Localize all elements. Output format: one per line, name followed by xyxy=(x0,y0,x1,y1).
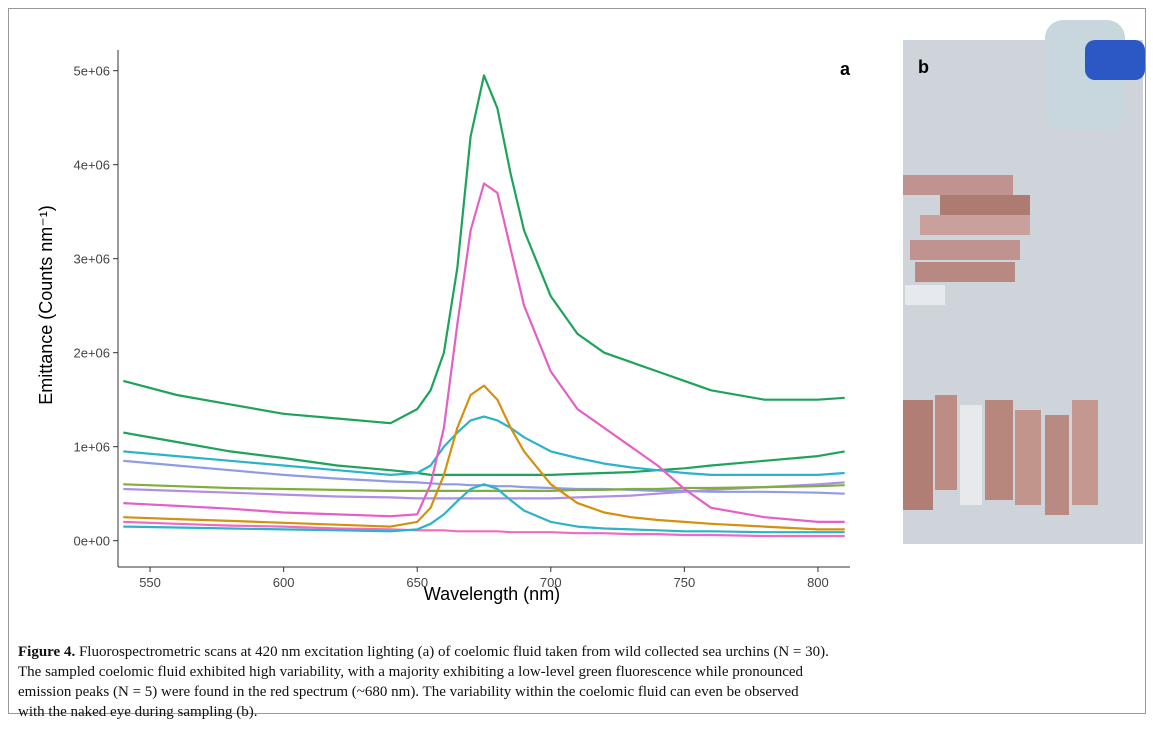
syringe xyxy=(940,195,1030,215)
caption-line: with the naked eye during sampling (b). xyxy=(18,702,1143,722)
caption: Figure 4. Fluorospectrometric scans at 4… xyxy=(18,642,1143,722)
caption-text: emission peaks (N = 5) were found in the… xyxy=(18,684,799,700)
caption-text: Fluorospectrometric scans at 420 nm exci… xyxy=(75,644,829,660)
caption-text: with the naked eye during sampling (b). xyxy=(18,704,258,720)
caption-line: The sampled coelomic fluid exhibited hig… xyxy=(18,662,1143,682)
syringe xyxy=(935,395,957,490)
series-line xyxy=(123,481,845,500)
syringe xyxy=(1072,400,1098,505)
series-line xyxy=(123,520,845,538)
photo: b xyxy=(903,20,1145,544)
caption-text: The sampled coelomic fluid exhibited hig… xyxy=(18,664,804,680)
figure-frame xyxy=(8,8,1146,714)
y-axis-title: Emittance (Counts nm⁻¹) xyxy=(36,205,56,405)
syringe xyxy=(905,285,945,305)
x-tick-label: 550 xyxy=(139,575,161,590)
caption-label: Figure 4. xyxy=(18,644,76,660)
series-line xyxy=(123,182,845,523)
syringe xyxy=(903,175,1013,195)
syringe xyxy=(910,240,1020,260)
syringe xyxy=(1015,410,1041,505)
x-tick-label: 600 xyxy=(273,575,295,590)
y-tick-label: 2e+06 xyxy=(73,346,110,361)
x-axis-title: Wavelength (nm) xyxy=(424,584,560,604)
caption-line: emission peaks (N = 5) were found in the… xyxy=(18,682,1143,702)
series-line xyxy=(123,483,845,534)
y-tick-label: 4e+06 xyxy=(73,158,110,173)
bottle-cap xyxy=(1085,40,1145,80)
syringe xyxy=(920,215,1030,235)
x-tick-label: 800 xyxy=(807,575,829,590)
y-tick-label: 0e+00 xyxy=(73,534,110,549)
series-line xyxy=(123,384,845,531)
series-line xyxy=(123,74,845,425)
syringe xyxy=(960,405,982,505)
x-tick-label: 650 xyxy=(406,575,428,590)
y-tick-label: 3e+06 xyxy=(73,252,110,267)
chart: a Wavelength (nm) Emittance (Counts nm⁻¹… xyxy=(36,20,1145,604)
syringe xyxy=(985,400,1013,500)
series-line xyxy=(123,431,845,476)
photo-label: b xyxy=(918,57,929,77)
caption-line: Figure 4. Fluorospectrometric scans at 4… xyxy=(18,642,1143,662)
syringe xyxy=(915,262,1015,282)
y-tick-label: 5e+06 xyxy=(73,64,110,79)
syringe xyxy=(903,400,933,510)
panel-label: a xyxy=(840,59,851,79)
y-tick-label: 1e+06 xyxy=(73,440,110,455)
syringe xyxy=(1045,415,1069,515)
x-tick-label: 700 xyxy=(540,575,562,590)
series-line xyxy=(123,415,845,476)
x-tick-label: 750 xyxy=(674,575,696,590)
